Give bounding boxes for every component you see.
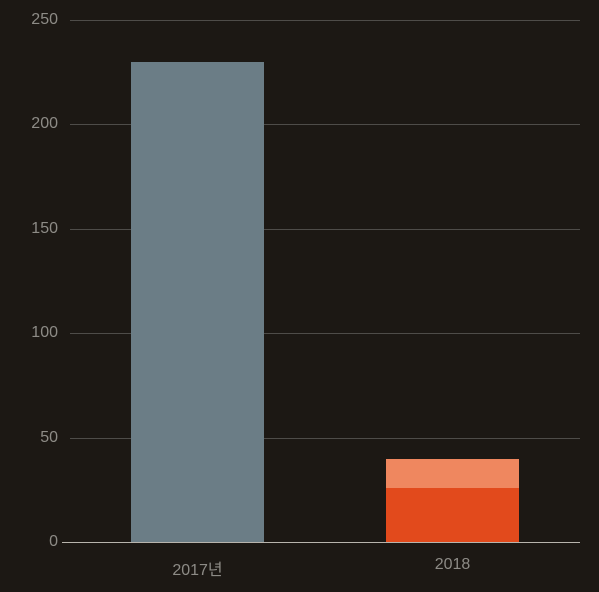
y-tick-label: 150 bbox=[2, 220, 58, 238]
x-tick-label: 2017년 bbox=[172, 556, 222, 580]
plot-area bbox=[70, 20, 580, 542]
y-tick-label: 0 bbox=[2, 533, 58, 551]
bar-chart: 0 50 100 150 200 250 2017년 2018 bbox=[0, 0, 599, 592]
bar bbox=[386, 20, 519, 542]
y-tick-label: 50 bbox=[2, 429, 58, 447]
x-tick-label: 2018 bbox=[435, 556, 471, 574]
bar-segment bbox=[386, 488, 519, 542]
bar bbox=[131, 20, 264, 542]
y-tick-label: 200 bbox=[2, 115, 58, 133]
x-axis bbox=[62, 542, 580, 543]
y-tick-label: 100 bbox=[2, 324, 58, 342]
y-tick-label: 250 bbox=[2, 11, 58, 29]
bar-segment bbox=[386, 459, 519, 488]
bar-segment bbox=[131, 62, 264, 542]
